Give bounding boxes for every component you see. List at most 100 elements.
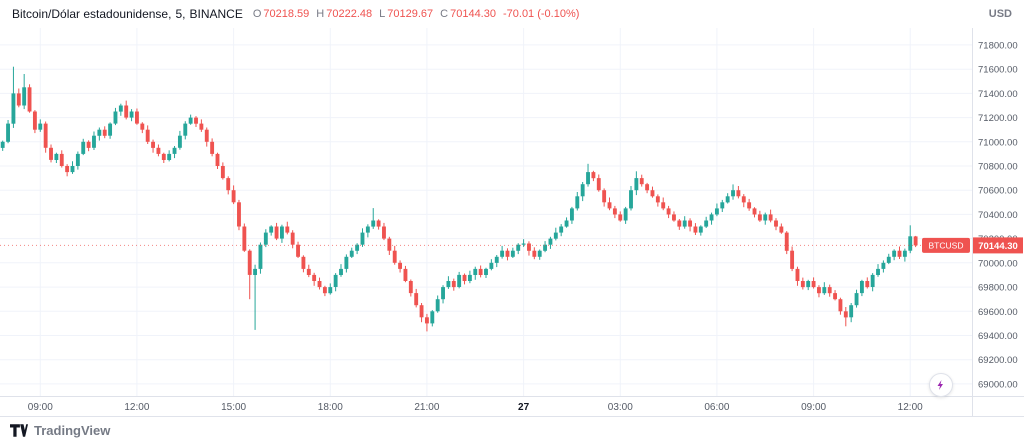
svg-text:70144.30: 70144.30 (978, 241, 1018, 252)
candle (591, 170, 596, 182)
candle (339, 264, 343, 277)
candle (897, 246, 902, 259)
candle (296, 241, 300, 258)
currency-label[interactable]: USD (988, 8, 1012, 20)
candle (365, 224, 370, 238)
candle (124, 100, 129, 120)
candle (129, 109, 134, 122)
candle (800, 277, 805, 290)
candle (408, 279, 413, 297)
candle (430, 310, 435, 327)
candle (446, 276, 451, 289)
price-axis[interactable]: 69000.00 69200.00 69400.00 69600.00 69800.00… (978, 40, 1018, 390)
price-chart: 69000.00 69200.00 69400.00 69600.00 69800.00… (0, 28, 1024, 416)
candle (478, 265, 483, 278)
candle (747, 198, 752, 211)
candle (741, 194, 746, 208)
candle (220, 162, 225, 180)
chart-plot-area[interactable] (0, 28, 972, 396)
svg-text:BTCUSD: BTCUSD (929, 240, 964, 250)
candle (27, 84, 32, 113)
candle (709, 212, 714, 225)
candle (586, 163, 590, 187)
candle (892, 249, 897, 261)
tradingview-logo-icon[interactable] (10, 424, 28, 437)
candle (833, 290, 837, 301)
candle (650, 186, 655, 198)
symbol-info: Bitcoin/Dólar estadounidense, 5, BINANCE (12, 7, 243, 21)
candle (75, 151, 80, 170)
tradingview-wordmark[interactable]: TradingView (34, 423, 111, 438)
axis-price-tag: 70144.30 (973, 237, 1023, 254)
symbol-title[interactable]: Bitcoin/Dólar estadounidense (12, 7, 169, 21)
svg-text:70000.00: 70000.00 (978, 258, 1018, 269)
separator: , (168, 7, 172, 21)
svg-text:09:00: 09:00 (801, 402, 826, 413)
svg-text:69000.00: 69000.00 (978, 379, 1018, 390)
chart-header: Bitcoin/Dólar estadounidense, 5, BINANCE… (0, 0, 1024, 28)
candle (693, 223, 698, 235)
candle (285, 221, 290, 235)
candle (247, 249, 252, 300)
open-readout: O 70218.59 (252, 8, 310, 20)
candle (666, 205, 671, 219)
candle (102, 126, 107, 139)
candle (414, 288, 419, 308)
candle (704, 216, 709, 228)
grid (0, 28, 972, 396)
candle (392, 245, 397, 265)
candle (736, 186, 741, 199)
candle (398, 260, 403, 273)
candle (795, 266, 800, 286)
candle (784, 231, 789, 255)
candle (263, 229, 268, 248)
candle (43, 121, 48, 153)
candle (527, 241, 531, 256)
high-readout: H 70222.48 (316, 8, 373, 20)
symbol-price-tag: BTCUSD (922, 237, 970, 253)
candle (113, 107, 118, 126)
candle (156, 144, 161, 157)
candle (424, 313, 429, 332)
candle (467, 270, 472, 284)
candle (618, 211, 623, 222)
exchange-label[interactable]: BINANCE (189, 7, 243, 21)
candle (575, 192, 580, 211)
candle (822, 282, 827, 295)
candle (435, 295, 440, 313)
candle (553, 227, 558, 241)
ohlc-readout: O 70218.59 H 70222.48 L 70129.67 C 70144.30 … (253, 8, 580, 20)
candle (827, 284, 832, 297)
candle (242, 223, 247, 252)
svg-text:69800.00: 69800.00 (978, 283, 1018, 294)
svg-text:06:00: 06:00 (704, 402, 729, 413)
candle (140, 122, 145, 134)
candle (135, 108, 139, 125)
candle (269, 225, 274, 236)
candle (886, 253, 891, 265)
candle (97, 127, 102, 141)
candle (489, 259, 494, 271)
candle (204, 127, 209, 147)
candle (49, 144, 53, 163)
candle (70, 161, 75, 174)
candle (521, 239, 526, 247)
quick-action-button[interactable] (929, 373, 953, 397)
candle (731, 184, 735, 200)
candle (16, 88, 21, 108)
candle (790, 246, 795, 272)
candle (457, 271, 462, 289)
candle (779, 223, 784, 234)
svg-text:21:00: 21:00 (414, 402, 439, 413)
candle (484, 267, 488, 278)
interval-label[interactable]: 5 (175, 7, 183, 21)
candle (725, 193, 730, 204)
candle (38, 119, 43, 132)
time-axis[interactable]: 09:00 12:00 15:00 18:00 21:00 27 03:00 06:00 09:… (28, 402, 923, 413)
svg-text:03:00: 03:00 (608, 402, 633, 413)
candle (602, 188, 607, 207)
candle (172, 146, 177, 159)
candle (537, 249, 542, 260)
svg-text:12:00: 12:00 (124, 402, 149, 413)
candle (817, 285, 821, 298)
